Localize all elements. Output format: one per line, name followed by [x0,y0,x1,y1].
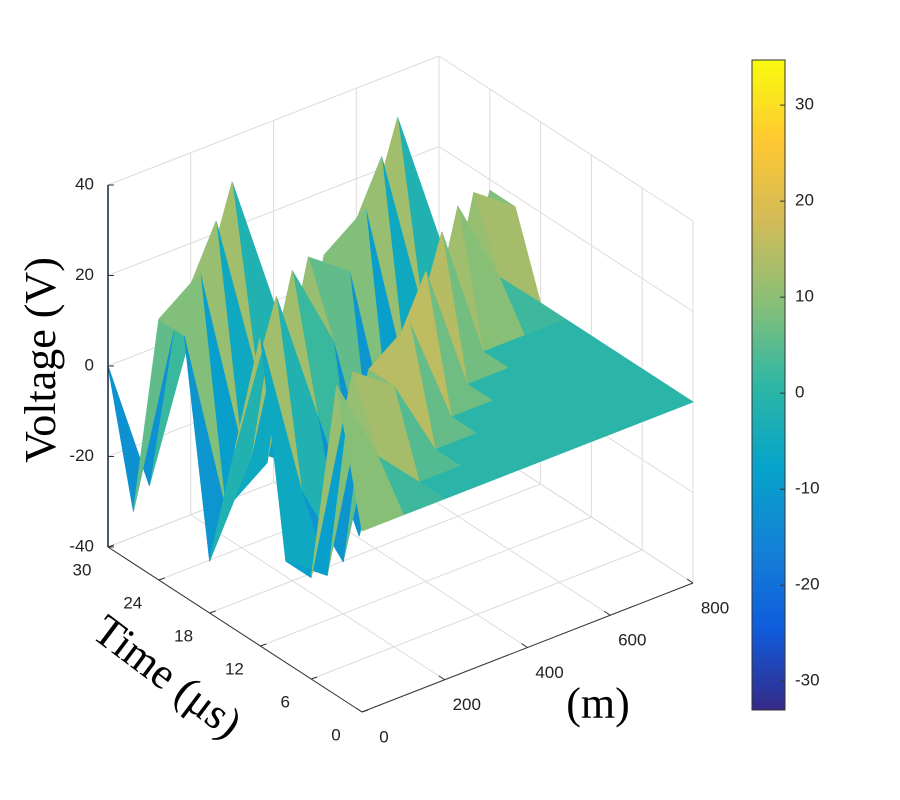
z-tick-label: -20 [69,446,94,465]
tick [438,675,446,681]
colorbar-tick-label: 30 [795,95,814,114]
tick [355,707,363,713]
x-tick-label: 400 [535,663,563,682]
colorbar: -30 -20 -10 0 10 20 30 [751,59,820,711]
x-tick-label: 800 [701,598,729,617]
z-tick-label: -40 [69,536,94,555]
z-tick-label: 0 [85,355,94,374]
colorbar-tick-label: -30 [795,671,820,690]
z-axis-label: Voltage (V) [16,257,65,463]
tick [361,709,369,713]
x-axis-label: (m) [566,679,630,728]
x-tick-label: 600 [618,631,646,650]
y-tick-label: 12 [225,659,244,678]
y-tick-label: 24 [123,593,142,612]
grid-line [209,483,541,614]
tick [260,643,267,647]
colorbar-scale [751,59,786,711]
colorbar-tick-label: 0 [795,383,804,402]
tick [311,676,318,680]
colorbar-tick-label: 20 [795,191,814,210]
tick [521,643,528,648]
grid-line [190,514,446,681]
tick [209,610,216,614]
grid-line [107,55,440,186]
grid-line [311,549,643,680]
y-tick-label: 30 [73,560,92,579]
colorbar-tick-label: -20 [795,575,820,594]
tick [686,578,694,584]
z-tick-label: 40 [75,174,94,193]
tick [158,577,165,581]
y-tick-label: 6 [280,692,289,711]
y-tick-label: 18 [174,626,193,645]
surface-cell [336,385,404,532]
surface [107,116,694,579]
tick [603,610,611,616]
grid-line [260,516,592,647]
x-tick-label: 200 [453,695,481,714]
tick [107,544,115,548]
y-tick-label: 0 [331,725,340,744]
colorbar-tick-label: -10 [795,479,820,498]
x-tick-label: 0 [379,727,388,746]
y-axis [107,546,363,713]
grid-line [438,146,694,312]
grid-line [438,55,694,222]
z-tick-label: 20 [75,265,94,284]
colorbar-tick-label: 10 [795,287,814,306]
